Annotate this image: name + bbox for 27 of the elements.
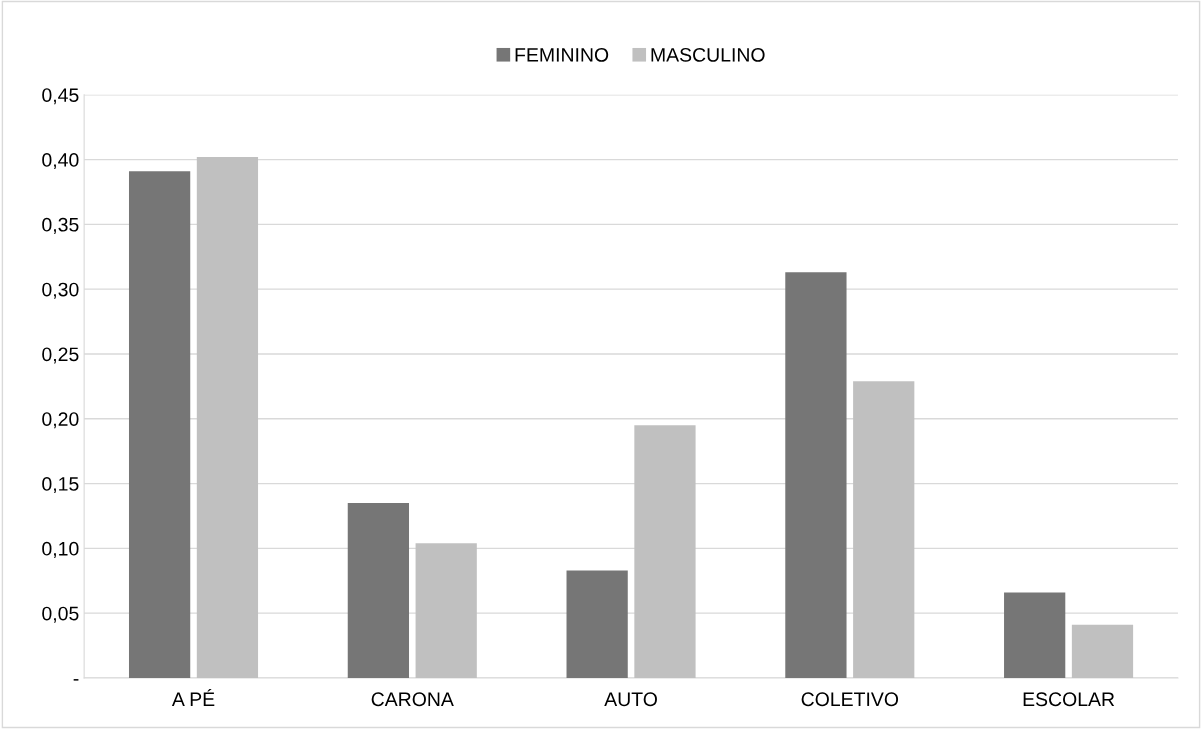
bar [1004, 592, 1066, 678]
y-tick-label: 0,45 [42, 88, 79, 105]
x-tick-label: ESCOLAR [1023, 692, 1115, 707]
y-tick-label: 0,10 [42, 541, 79, 558]
x-tick-label: COLETIVO [801, 692, 899, 707]
y-tick-label: 0,40 [42, 153, 79, 170]
bar [1071, 624, 1134, 678]
bar [128, 171, 191, 678]
bar [634, 425, 696, 678]
legend-label: FEMININO [515, 47, 609, 62]
x-tick-label: A PÉ [171, 689, 215, 706]
bar [566, 570, 628, 678]
x-tick-label: CARONA [371, 692, 454, 707]
y-tick-label: 0,35 [42, 217, 79, 234]
y-tick-label: 0,05 [42, 606, 79, 623]
bar [853, 381, 915, 678]
bar [415, 543, 477, 678]
bar [785, 272, 847, 678]
y-tick-label: 0,15 [42, 477, 79, 494]
legend-label: MASCULINO [651, 47, 765, 62]
x-tick-label: AUTO [604, 692, 657, 707]
bar [196, 156, 259, 678]
y-tick-label: 0,30 [42, 282, 79, 299]
y-tick-label: 0,20 [42, 412, 79, 429]
y-tick-label: 0,25 [42, 347, 79, 364]
bar [347, 503, 409, 678]
y-tick-label: - [73, 679, 79, 681]
